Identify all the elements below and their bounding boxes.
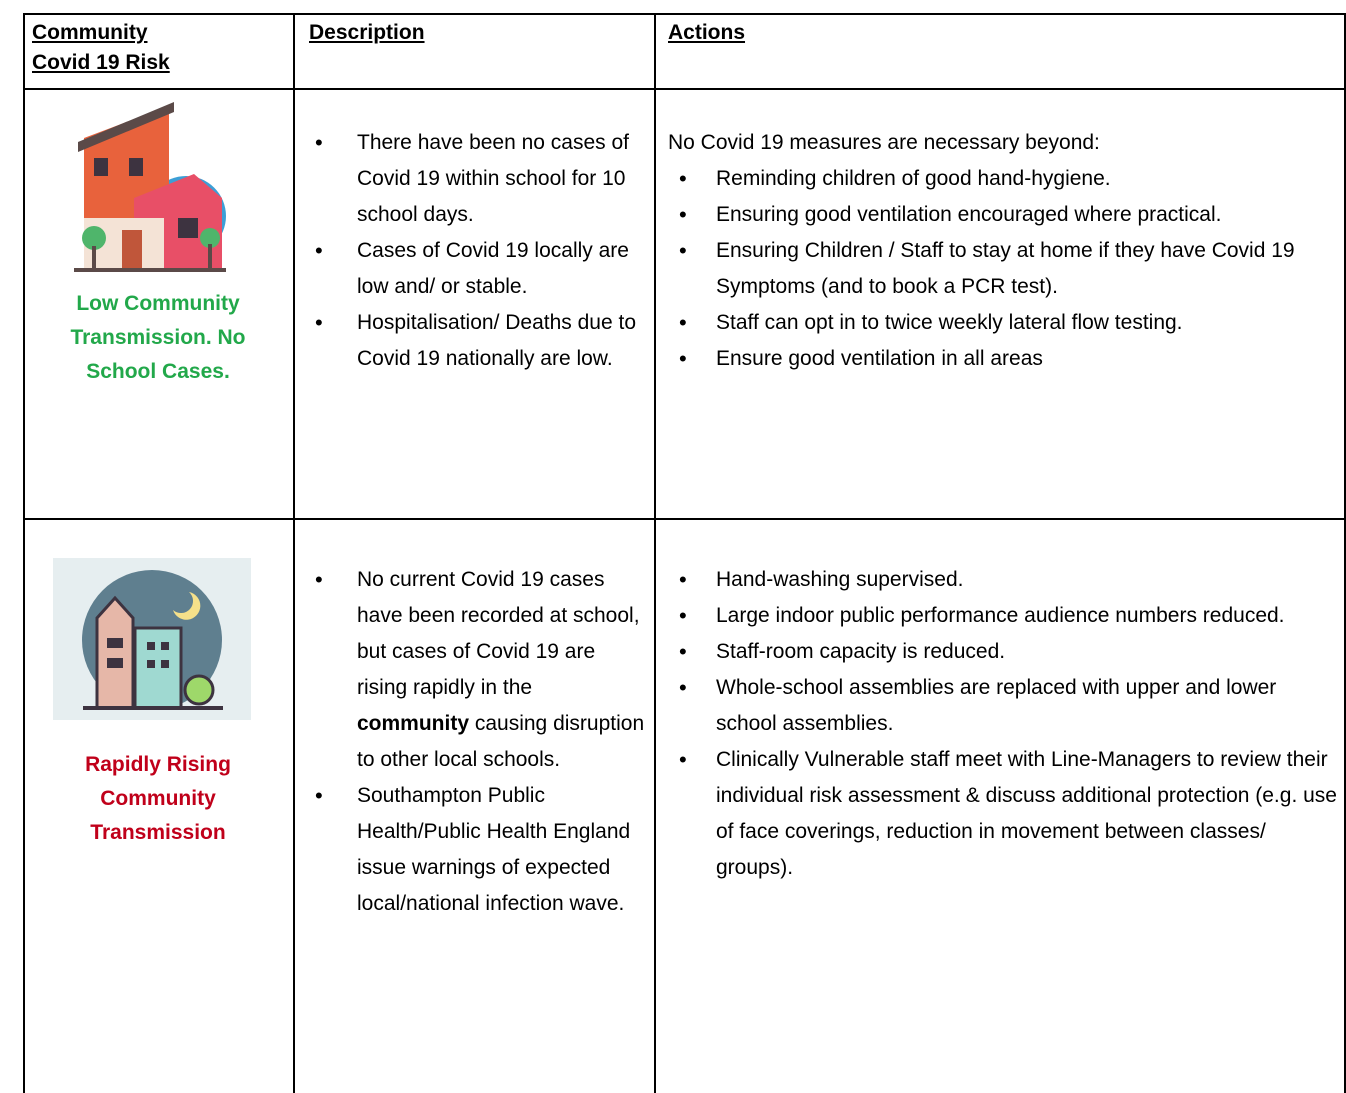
house-icon [74,102,226,272]
actions-list: Hand-washing supervised.Large indoor pub… [679,562,1338,886]
actions-list: Reminding children of good hand-hygiene.… [679,161,1338,377]
col-border [293,13,654,1093]
header-cell: Community Covid 19 Risk [32,21,170,74]
text-segment: Southampton Public Health/Public Health … [357,784,631,915]
row-border [23,518,1346,520]
header-cell: Actions [668,21,746,44]
action-item: Staff-room capacity is reduced. [679,634,1338,670]
description-item: No current Covid 19 cases have been reco… [315,562,647,778]
description-item: Cases of Covid 19 locally are low and/ o… [315,233,647,305]
text-segment: Hospitalisation/ Deaths due to Covid 19 … [357,311,636,370]
col-border [23,13,293,1093]
description-list: There have been no cases of Covid 19 wit… [315,125,647,377]
text-segment: community [357,712,470,735]
city-icon [53,558,251,720]
description-list: No current Covid 19 cases have been reco… [315,562,647,922]
risk-label: Rapidly Rising Community Transmission [85,753,231,844]
action-item: Large indoor public performance audience… [679,598,1338,634]
actions-intro: No Covid 19 measures are necessary beyon… [668,131,1100,154]
text-segment: There have been no cases of Covid 19 wit… [357,131,630,226]
action-item: Ensuring Children / Staff to stay at hom… [679,233,1338,305]
action-item: Reminding children of good hand-hygiene. [679,161,1338,197]
actions: Hand-washing supervised.Large indoor pub… [668,562,1338,886]
actions: No Covid 19 measures are necessary beyon… [668,125,1338,377]
text-segment: Cases of Covid 19 locally are low and/ o… [357,239,629,298]
action-item: Hand-washing supervised. [679,562,1338,598]
action-item: Ensuring good ventilation encouraged whe… [679,197,1338,233]
risk-label: Low Community Transmission. No School Ca… [70,292,246,383]
header-cell: Description [309,21,425,44]
action-item: Clinically Vulnerable staff meet with Li… [679,742,1338,886]
row-border [23,88,1346,90]
action-item: Whole-school assemblies are replaced wit… [679,670,1338,742]
text-segment: causing disruption to other local school… [357,712,645,771]
action-item: Staff can opt in to twice weekly lateral… [679,305,1338,341]
description-item: Southampton Public Health/Public Health … [315,778,647,922]
description-item: There have been no cases of Covid 19 wit… [315,125,647,233]
text-segment: No current Covid 19 cases have been reco… [357,568,640,699]
col-border [654,13,1346,1093]
description-item: Hospitalisation/ Deaths due to Covid 19 … [315,305,647,377]
action-item: Ensure good ventilation in all areas [679,341,1338,377]
